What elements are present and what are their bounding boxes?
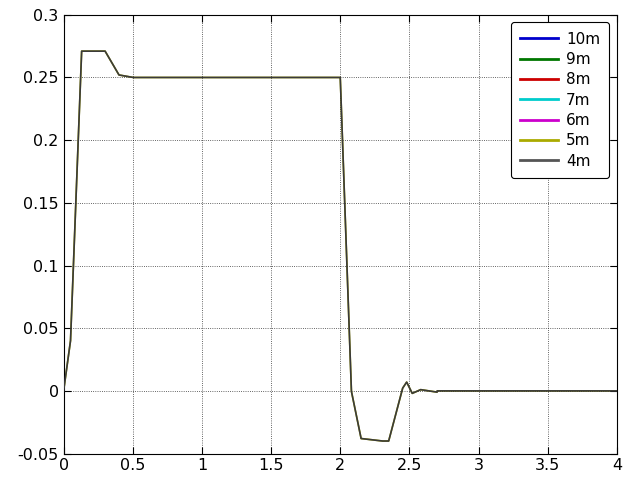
Legend: 10m, 9m, 8m, 7m, 6m, 5m, 4m: 10m, 9m, 8m, 7m, 6m, 5m, 4m: [511, 22, 609, 178]
